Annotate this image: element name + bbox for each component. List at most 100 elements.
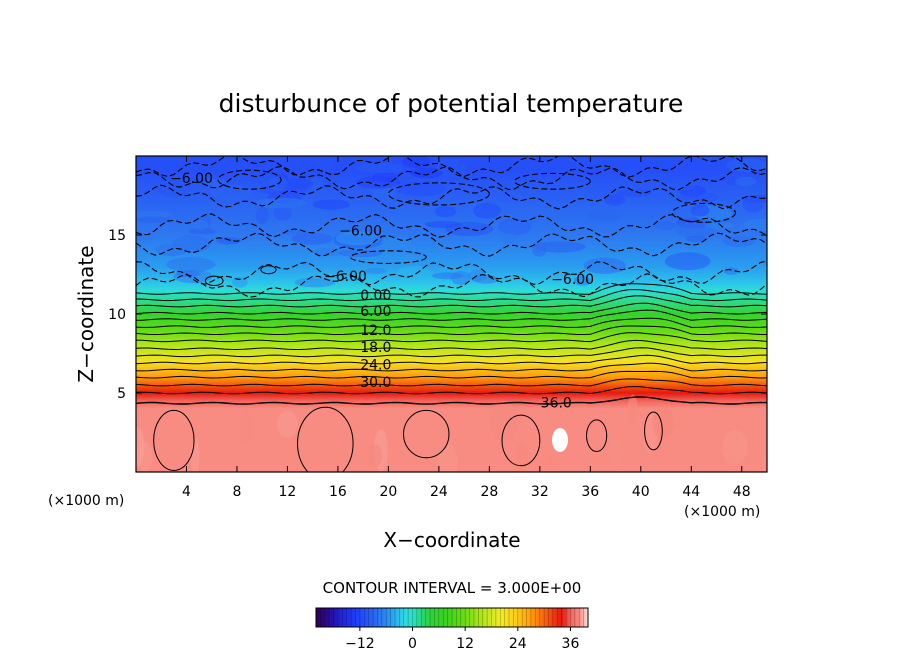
field-blob <box>425 220 462 229</box>
contour-line-negative <box>136 156 767 178</box>
contour-loop-negative <box>349 250 427 264</box>
field-blob <box>498 218 532 236</box>
field-blob <box>690 204 710 217</box>
x-tick-label: 12 <box>279 484 297 500</box>
contour-line <box>136 332 767 343</box>
field-blob <box>256 197 307 209</box>
x-tick-label: 16 <box>329 484 347 500</box>
y-tick-label: 5 <box>117 386 126 402</box>
field-blob <box>627 394 639 424</box>
contour-label: −6.00 <box>324 269 367 285</box>
contour-line-negative <box>136 184 767 210</box>
field-blob <box>239 407 254 446</box>
contour-label: −6.00 <box>170 171 213 187</box>
x-tick-label: 24 <box>430 484 448 500</box>
contour-loop <box>260 265 277 275</box>
field-blob <box>570 156 597 166</box>
max-spot <box>552 428 568 452</box>
field-blob <box>573 275 591 286</box>
x-tick-label: 20 <box>379 484 397 500</box>
field-blob <box>381 236 412 250</box>
contour-label: 36.0 <box>541 395 572 411</box>
field-blob <box>434 205 457 218</box>
contour-label: 12.0 <box>360 323 391 339</box>
contour-line <box>136 317 767 328</box>
field-blob <box>410 167 443 179</box>
contour-line <box>136 347 767 358</box>
field-blob <box>255 206 269 225</box>
field-blob <box>647 184 696 191</box>
contour-line <box>136 339 767 351</box>
field-blob <box>450 271 471 285</box>
field-blob <box>356 176 400 189</box>
contour-line <box>136 396 767 405</box>
field-blob <box>188 228 216 235</box>
colorbar: −12 0 12 24 36 <box>315 607 589 652</box>
field-blob <box>313 247 349 257</box>
x-tick-label: 28 <box>480 484 498 500</box>
contour-line <box>136 309 767 321</box>
field-blob <box>232 276 248 288</box>
contour-lines <box>136 156 767 472</box>
contour-loop <box>586 419 608 452</box>
field-blob <box>294 277 336 288</box>
field-blob <box>365 267 387 274</box>
contour-loop <box>297 406 354 472</box>
field-blob <box>307 177 324 190</box>
field-blob <box>193 219 209 231</box>
y-axis-label: Z−coordinate <box>74 245 98 382</box>
field-blob <box>291 232 333 245</box>
y-axis-ticks: 5 10 15 <box>108 228 767 402</box>
contour-line <box>136 370 767 379</box>
field-blob <box>136 210 173 219</box>
contour-loop-negative <box>217 169 282 190</box>
x-tick-label: 40 <box>632 484 650 500</box>
field-blob <box>544 453 554 472</box>
field-blob <box>438 444 458 472</box>
field-blob <box>515 442 529 472</box>
contour-label: −6.00 <box>551 272 594 288</box>
field-blob <box>761 452 767 472</box>
field-blob <box>136 427 145 467</box>
x-unit-right: (×1000 m) <box>684 504 760 520</box>
contour-loop <box>204 275 224 287</box>
x-tick-label: 48 <box>733 484 751 500</box>
field-blob <box>195 186 246 196</box>
x-unit-left: (×1000 m) <box>48 493 124 509</box>
colorbar-fill <box>316 608 588 627</box>
field-blob <box>531 240 547 257</box>
colorbar-tick-label: −12 <box>345 636 375 652</box>
contour-line-negative <box>136 165 767 191</box>
x-axis-ticks: 4 8 12 16 20 24 28 32 36 40 44 48 <box>182 156 751 500</box>
field-blob <box>742 195 765 213</box>
field-blob <box>677 191 719 204</box>
field-blob <box>396 265 431 280</box>
field-blob <box>610 224 654 232</box>
contour-label: 24.0 <box>360 358 391 374</box>
x-tick-label: 32 <box>531 484 549 500</box>
field-blob <box>616 189 653 197</box>
y-tick-label: 10 <box>108 307 126 323</box>
contour-line-negative <box>136 260 767 286</box>
contour-line-negative <box>136 213 767 238</box>
contour-line <box>136 283 767 295</box>
contour-line <box>136 325 767 336</box>
field-blob <box>396 181 446 197</box>
plot-area <box>135 155 768 473</box>
contour-loop <box>403 409 450 459</box>
contour-line <box>136 289 767 302</box>
field-blob <box>467 269 487 282</box>
field-blob <box>401 156 431 168</box>
colorbar-slices <box>320 608 584 627</box>
field-blob <box>221 272 273 280</box>
field-blob <box>315 156 334 170</box>
x-tick-label: 44 <box>682 484 700 500</box>
field-blob <box>685 235 708 243</box>
field-blob <box>356 162 404 174</box>
colorbar-tick-label: 0 <box>408 636 417 652</box>
contour-interval-text: CONTOUR INTERVAL = 3.000E+00 <box>323 579 582 597</box>
field-blob <box>608 434 624 471</box>
field-blob <box>137 216 172 223</box>
x-tick-label: 36 <box>581 484 599 500</box>
field-blob <box>653 221 677 230</box>
